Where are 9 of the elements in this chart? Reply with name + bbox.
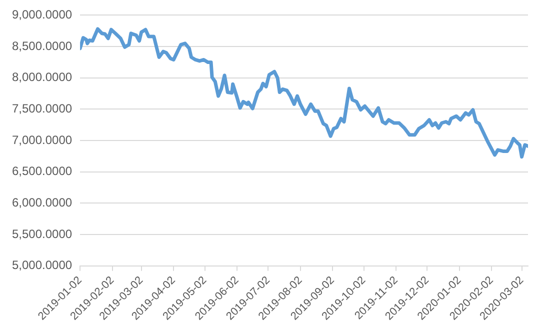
- y-tick-label: 8,000.0000: [12, 70, 72, 84]
- y-tick-label: 7,000.0000: [12, 132, 72, 147]
- y-tick-label: 5,500.0000: [12, 226, 72, 241]
- y-tick-label: 6,500.0000: [12, 164, 72, 178]
- y-tick-label: 5,000.0000: [12, 258, 72, 272]
- y-tick-label: 9,000.0000: [12, 8, 72, 22]
- y-tick-label: 7,500.0000: [12, 102, 72, 116]
- y-tick-label: 8,500.0000: [12, 38, 72, 53]
- y-tick-label: 6,000.0000: [12, 196, 72, 210]
